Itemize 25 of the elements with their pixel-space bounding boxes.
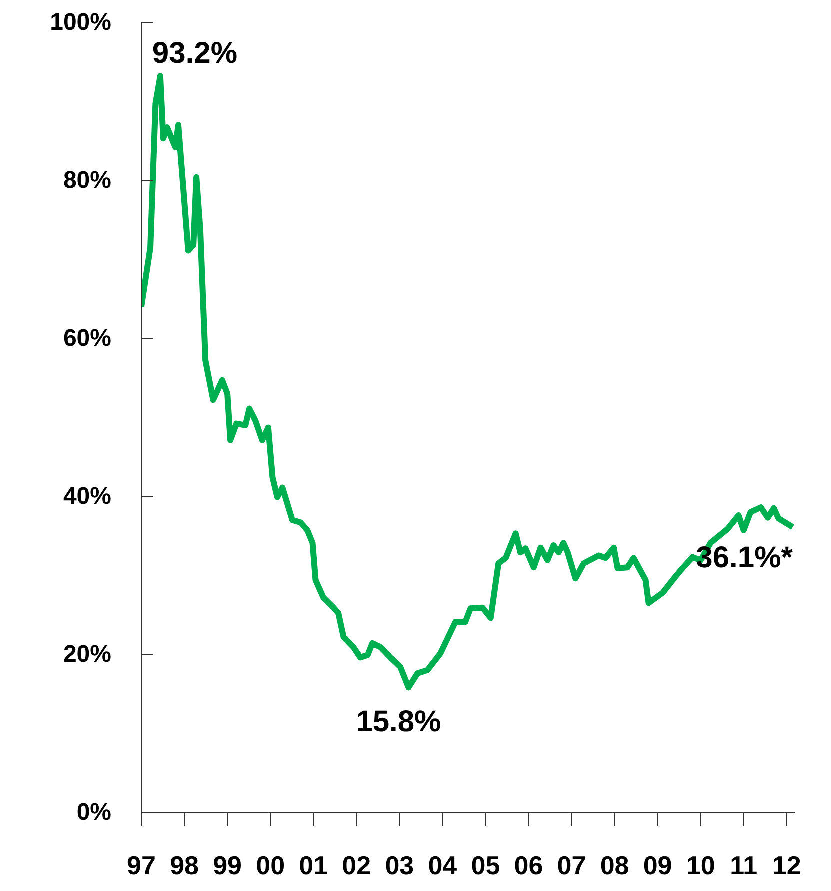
x-tick-label: 04 xyxy=(428,850,458,880)
x-tick-label: 11 xyxy=(730,850,758,880)
x-tick-label: 00 xyxy=(256,850,286,880)
annotation: 36.1%* xyxy=(696,541,794,574)
y-tick-label: 40% xyxy=(63,483,112,510)
x-tick-label: 05 xyxy=(471,850,500,880)
annotation: 15.8% xyxy=(356,706,442,739)
x-tick-label: 97 xyxy=(127,850,156,880)
x-tick-label: 08 xyxy=(600,850,630,880)
y-tick-label: 60% xyxy=(63,325,112,352)
x-tick-label: 12 xyxy=(772,850,802,880)
x-tick-label: 99 xyxy=(213,850,242,880)
x-tick-label: 98 xyxy=(170,850,199,880)
annotation: 93.2% xyxy=(152,37,238,70)
x-tick-label: 10 xyxy=(686,850,716,880)
y-tick-label: 20% xyxy=(63,641,112,668)
y-tick-label: 100% xyxy=(50,9,112,36)
x-tick-label: 09 xyxy=(643,850,672,880)
x-tick-label: 06 xyxy=(514,850,544,880)
y-tick-label: 0% xyxy=(76,799,112,826)
x-tick-label: 07 xyxy=(557,850,586,880)
x-tick-label: 02 xyxy=(342,850,372,880)
x-tick-label: 01 xyxy=(299,850,328,880)
x-tick-label: 03 xyxy=(385,850,414,880)
y-tick-label: 80% xyxy=(63,167,112,194)
